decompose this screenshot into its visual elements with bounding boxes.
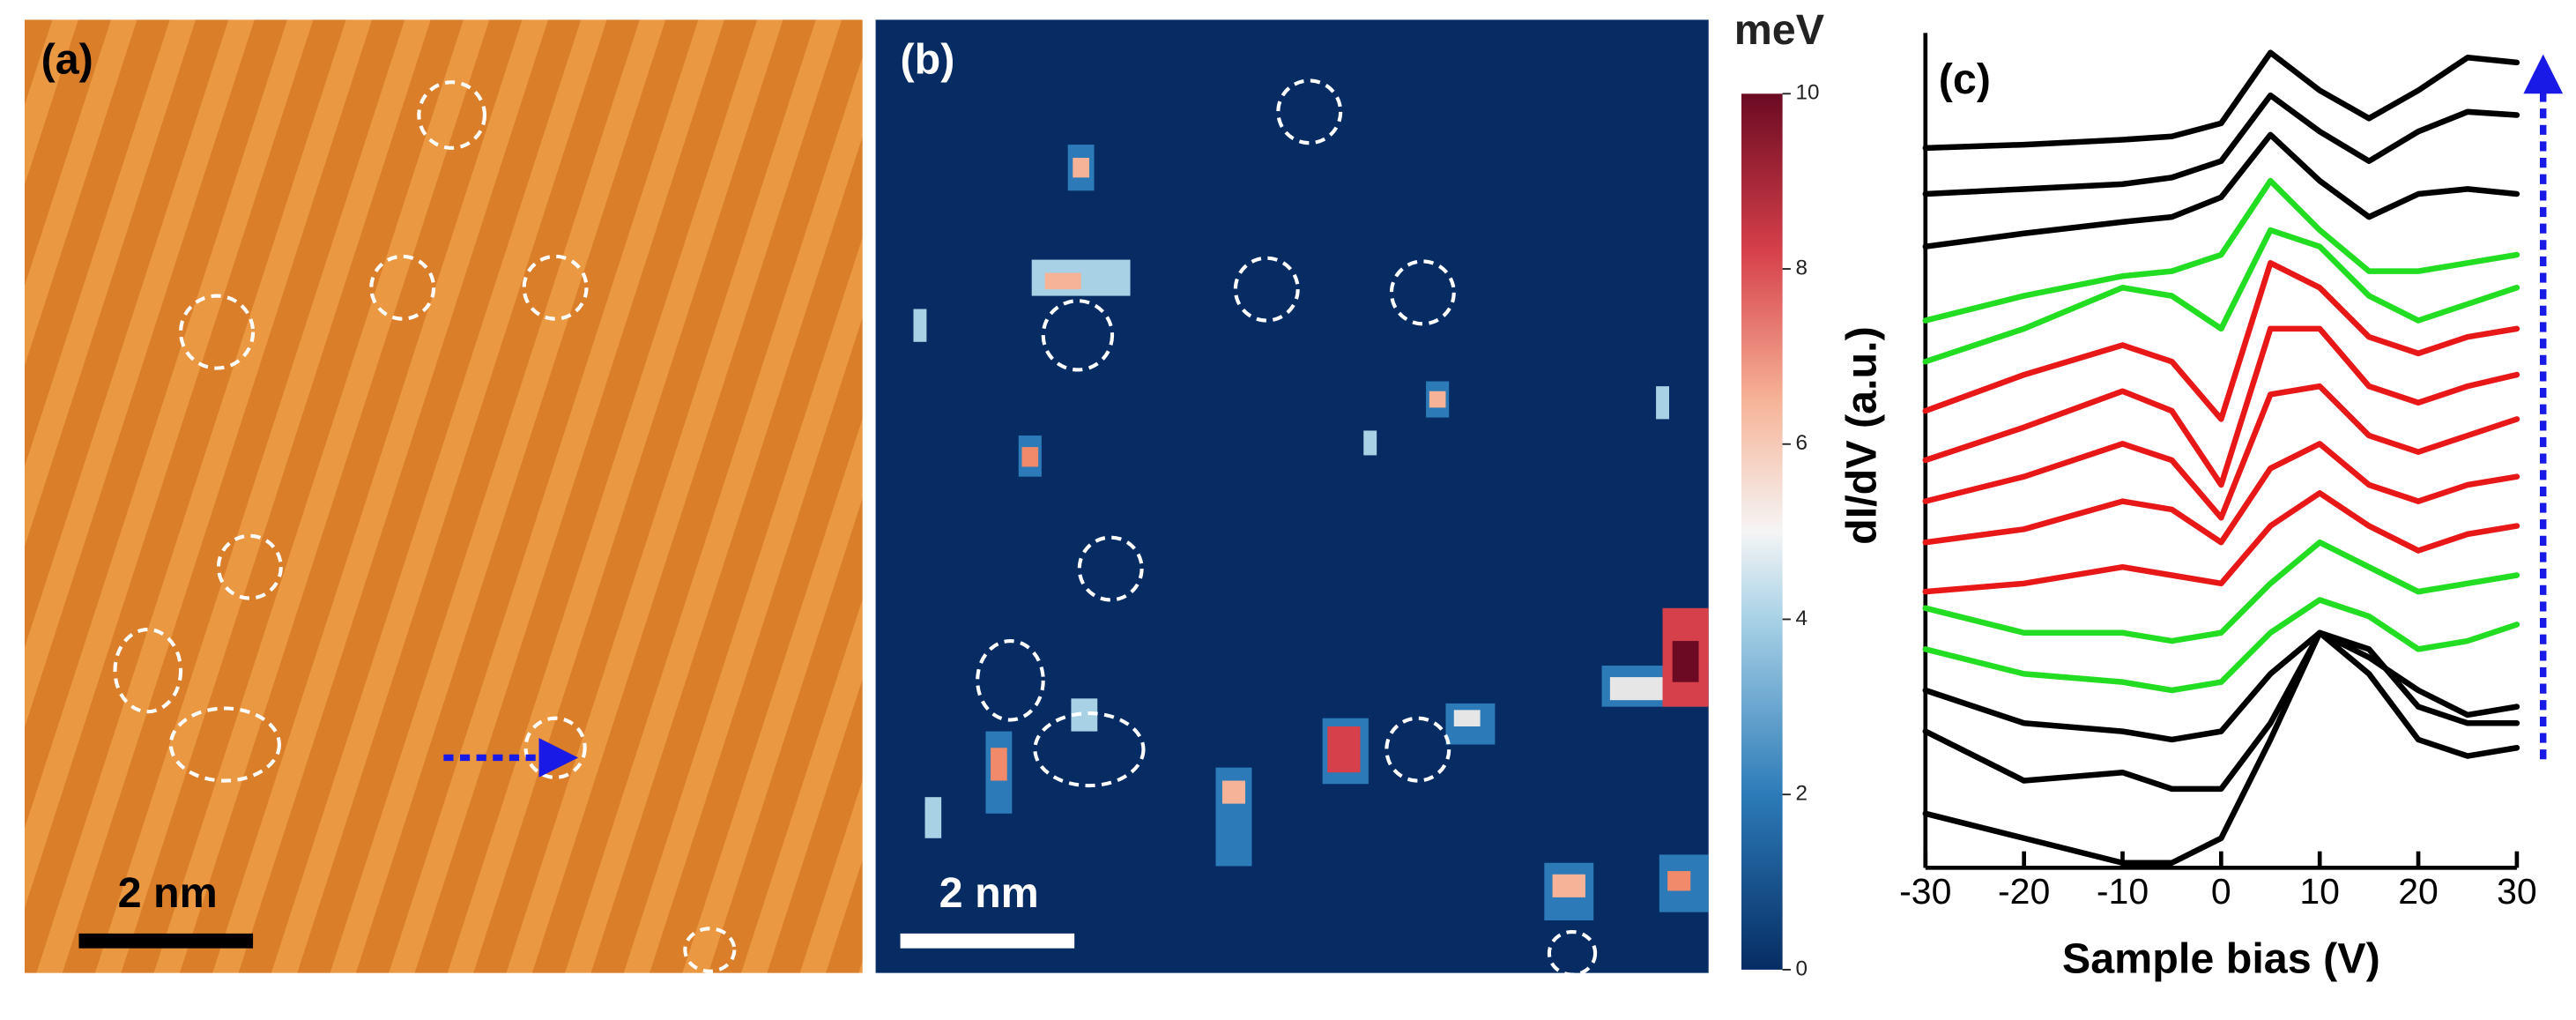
scale-bar-label: 2 nm: [939, 869, 1039, 917]
spectrum-line: [1922, 131, 2520, 249]
spectrum-line: [1922, 260, 2520, 422]
colorbar-tick-label: 6: [1796, 431, 1808, 455]
spectrum-line: [1922, 92, 2520, 197]
spectrum-line: [1922, 227, 2520, 365]
x-tick-label: -20: [1998, 871, 2050, 912]
map-features: [913, 145, 1709, 920]
x-tick-label: 10: [2299, 871, 2340, 912]
spectrum-line: [1922, 441, 2520, 546]
spectrum-line: [1922, 383, 2520, 521]
spectrum-line: [1922, 177, 2520, 324]
x-tick-label: 0: [2211, 871, 2231, 912]
colorbar-tick-label: 4: [1796, 607, 1808, 630]
map-image: [875, 19, 1709, 973]
scale-bar: [78, 933, 254, 949]
spectrum-line: [1922, 629, 2520, 793]
panel-label: (a): [41, 36, 93, 84]
colorbar-tick-label: 2: [1796, 782, 1808, 806]
spectrum-line: [1922, 597, 2520, 694]
x-tick-label: 30: [2497, 871, 2537, 912]
spectrum-line: [1922, 629, 2520, 743]
colorbar-tick-label: 10: [1796, 81, 1820, 105]
y-axis-label: dI/dV (a.u.): [1838, 326, 1886, 545]
x-axis-label: Sample bias (V): [2062, 934, 2380, 982]
stm-image: [24, 19, 863, 973]
panel-c: (c) Sample bias (V) dI/dV (a.u.): [1838, 54, 2564, 982]
panel-a: (a) 2 nm: [24, 19, 863, 973]
shade: [24, 19, 863, 973]
panel-b: (b) 2 nm meV: [875, 6, 1824, 977]
colorbar-tick-label: 8: [1796, 256, 1808, 279]
scale-bar: [900, 933, 1075, 949]
spectrum-line: [1922, 325, 2520, 488]
x-tick-label: -30: [1899, 871, 1951, 912]
panel-label: (b): [901, 36, 955, 84]
colorbar: [1741, 93, 1783, 970]
scale-bar-label: 2 nm: [118, 869, 218, 917]
colorbar-tick-label: 0: [1796, 957, 1808, 980]
x-tick-label: -10: [2097, 871, 2149, 912]
colorbar-label: meV: [1734, 6, 1824, 54]
spectrum-line: [1922, 490, 2520, 595]
x-tick-label: 20: [2398, 871, 2439, 912]
spectrum-line: [1922, 539, 2520, 644]
spectrum-line: [1922, 49, 2520, 152]
spectrum-line: [1922, 629, 2520, 866]
panel-label: (c): [1939, 56, 1991, 103]
